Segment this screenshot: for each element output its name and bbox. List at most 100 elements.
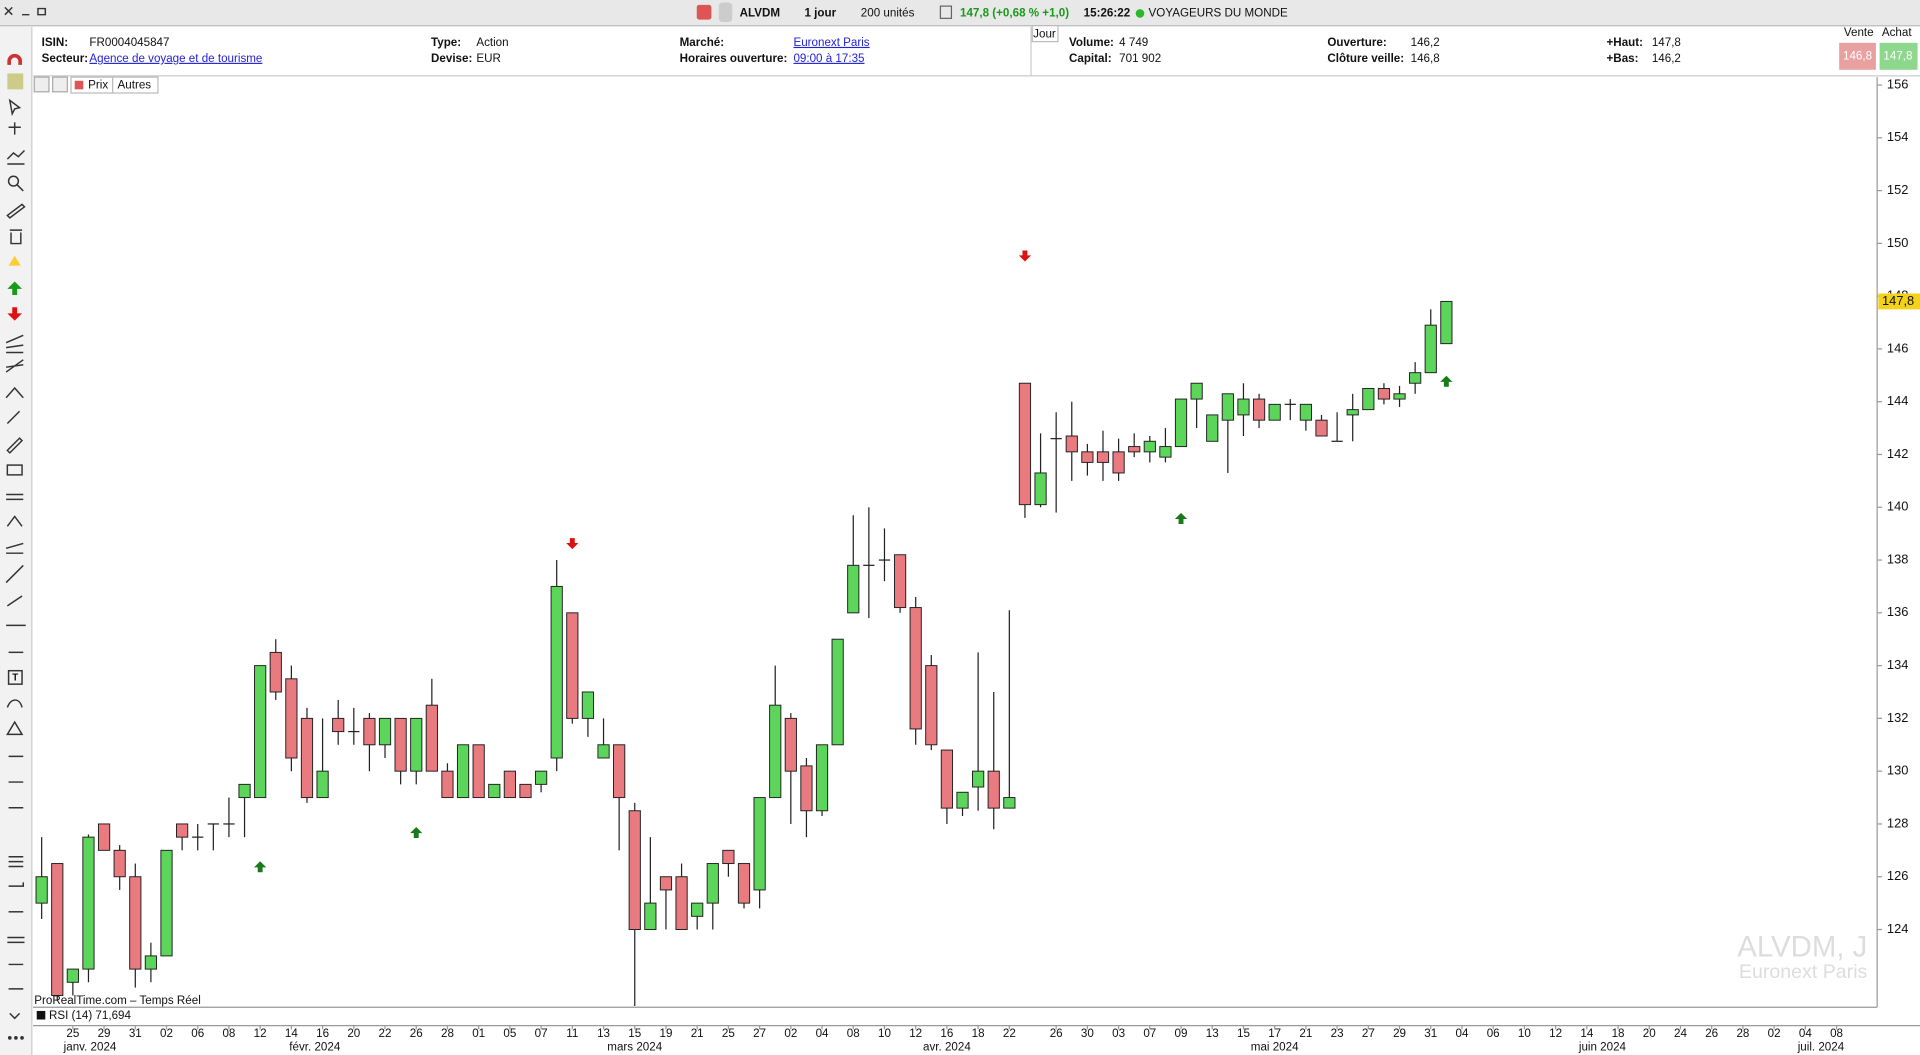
candle-body xyxy=(815,744,829,812)
month-label: janv. 2024 xyxy=(63,1041,117,1054)
x-tick-label: 18 xyxy=(972,1027,985,1040)
candle-body xyxy=(1237,398,1250,416)
candle-body xyxy=(1143,440,1156,453)
watermark-market: Euronext Paris xyxy=(1739,961,1868,983)
candle-body xyxy=(972,770,985,788)
candle-body xyxy=(269,651,282,693)
text-tool-glyph[interactable]: T xyxy=(12,673,18,684)
candle-body xyxy=(1003,797,1016,809)
field-value: 146,8 xyxy=(1411,52,1440,65)
field-label: ISIN: xyxy=(42,36,68,49)
candle-body xyxy=(254,665,267,799)
x-tick-label: 18 xyxy=(1612,1027,1625,1040)
candle-body xyxy=(160,849,173,957)
field-label: +Haut: xyxy=(1607,36,1643,49)
candle-body xyxy=(238,783,251,799)
candle-body xyxy=(1252,398,1266,421)
last-price-label: 147,8 xyxy=(1882,293,1914,308)
candle-body xyxy=(769,704,782,799)
price-tab-icon xyxy=(74,80,84,90)
other-tab[interactable] xyxy=(112,76,159,94)
candle-body xyxy=(581,691,595,719)
units[interactable]: 200 unités xyxy=(861,7,915,20)
field-label: Marché: xyxy=(680,36,725,49)
x-tick-label: 22 xyxy=(1003,1027,1016,1040)
sell-price[interactable]: 146,8 xyxy=(1843,49,1872,62)
x-tick-label: 29 xyxy=(1393,1027,1406,1040)
candle-body xyxy=(940,749,954,809)
candle-body xyxy=(285,678,298,759)
y-tick-label: 144 xyxy=(1887,393,1908,408)
other-tab-label[interactable]: Autres xyxy=(118,79,152,92)
candle-body xyxy=(97,823,111,851)
candle-body xyxy=(1081,451,1094,463)
candle-body xyxy=(550,585,563,759)
candle-body xyxy=(1299,403,1312,421)
month-label: avr. 2024 xyxy=(923,1041,971,1054)
x-tick-label: 16 xyxy=(316,1027,329,1040)
window-controls[interactable] xyxy=(4,6,47,16)
month-label: juin 2024 xyxy=(1578,1041,1627,1054)
candle-body xyxy=(706,863,719,904)
candle-body xyxy=(722,849,735,865)
buy-button[interactable] xyxy=(1879,42,1918,70)
tool-bar xyxy=(0,26,32,1055)
candle-body xyxy=(1159,446,1172,458)
collapse-button[interactable] xyxy=(9,1012,21,1020)
time: 15:26:22 xyxy=(1084,7,1130,20)
field-value[interactable]: Agence de voyage et de tourisme xyxy=(89,52,262,65)
buy-label: Achat xyxy=(1882,26,1912,39)
drawing-tools[interactable]: T xyxy=(5,53,26,1040)
x-tick-label: 10 xyxy=(878,1027,891,1040)
candle-body xyxy=(1174,398,1188,448)
x-tick-label: 10 xyxy=(1518,1027,1531,1040)
x-tick-label: 21 xyxy=(691,1027,704,1040)
candle-body xyxy=(987,770,1000,809)
candle-body xyxy=(597,744,610,759)
period-tab-label[interactable]: Jour xyxy=(1033,27,1056,40)
candle-body xyxy=(534,770,548,785)
zoom-button[interactable] xyxy=(33,76,50,93)
buy-signal xyxy=(254,861,267,873)
field-value: FR0004045847 xyxy=(89,36,169,49)
symbol[interactable]: ALVDM xyxy=(740,7,780,20)
candle-body xyxy=(1206,414,1219,442)
settings-button[interactable] xyxy=(52,76,68,93)
candle-body xyxy=(1409,372,1422,384)
x-tick-label: 04 xyxy=(1799,1027,1812,1040)
x-tick-label: 31 xyxy=(1424,1027,1437,1040)
field-label: Ouverture: xyxy=(1327,36,1386,49)
x-tick-label: 15 xyxy=(1237,1027,1250,1040)
price-tab-label[interactable]: Prix xyxy=(88,79,108,92)
x-tick-label: 14 xyxy=(285,1027,298,1040)
candle-body xyxy=(176,823,189,838)
x-tick-label: 01 xyxy=(472,1027,485,1040)
x-tick-label: 16 xyxy=(940,1027,953,1040)
plot-area: 1241261281301321341361381401421441461481… xyxy=(35,76,1920,1054)
candle-body xyxy=(1346,409,1359,416)
candle-body xyxy=(566,612,579,719)
field-label: Devise: xyxy=(431,52,472,65)
x-tick-label: 15 xyxy=(628,1027,641,1040)
x-tick-label: 13 xyxy=(1206,1027,1219,1040)
price-change: 147,8 (+0,68 % +1,0) xyxy=(960,7,1069,20)
field-value: 701 902 xyxy=(1119,52,1161,65)
info-button[interactable] xyxy=(939,5,953,19)
x-tick-label: 08 xyxy=(847,1027,860,1040)
field-value[interactable]: Euronext Paris xyxy=(793,36,869,49)
chart-type-button[interactable] xyxy=(696,4,712,20)
indicator-label[interactable]: RSI (14) 71,694 xyxy=(49,1009,132,1022)
period-tab[interactable] xyxy=(1031,25,1059,43)
period[interactable]: 1 jour xyxy=(804,7,836,20)
candle-body xyxy=(363,717,376,746)
field-value[interactable]: 09:00 à 17:35 xyxy=(793,52,864,65)
top-bar xyxy=(0,0,1920,26)
sell-button[interactable] xyxy=(1839,42,1876,70)
buy-price[interactable]: 147,8 xyxy=(1883,49,1912,62)
stream-button[interactable] xyxy=(718,2,733,23)
x-tick-label: 25 xyxy=(66,1027,79,1040)
x-tick-label: 21 xyxy=(1299,1027,1312,1040)
x-tick-label: 07 xyxy=(535,1027,548,1040)
candle-body xyxy=(831,638,844,746)
